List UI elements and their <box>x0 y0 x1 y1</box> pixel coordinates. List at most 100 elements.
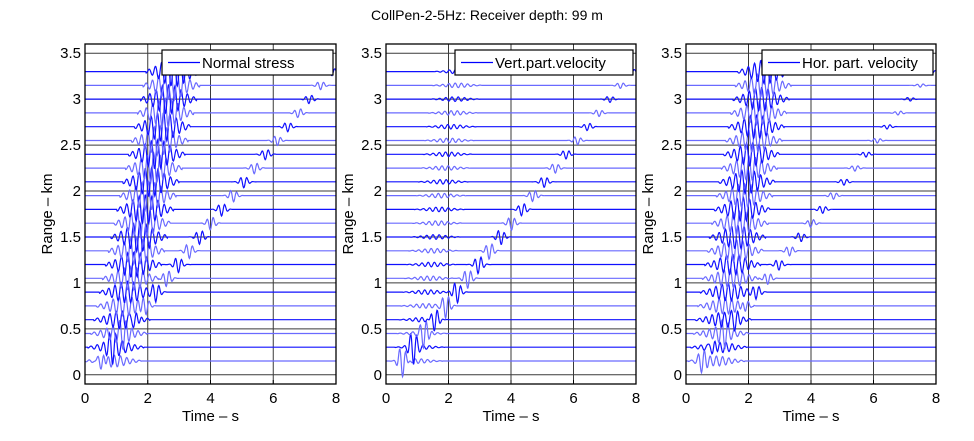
x-tick-label: 0 <box>682 390 690 407</box>
x-tick-labels: 0 2 4 6 8 <box>682 380 940 407</box>
y-tick-label: 1.5 <box>361 229 382 246</box>
y-tick-label: 3 <box>674 91 682 108</box>
trace-line <box>686 223 936 251</box>
legend-label: Vert.part.velocity <box>495 55 606 72</box>
trace-line <box>386 332 636 365</box>
trace-line <box>85 354 336 370</box>
traces <box>686 57 936 375</box>
panel-normal-stress: 0 2 4 6 8 0 0.5 1 1.5 2 2.5 3 3.5 Time – s Range – km N… <box>39 43 340 425</box>
trace-line <box>85 206 336 240</box>
trace-line <box>85 165 336 199</box>
trace-line <box>686 99 936 127</box>
y-tick-label: 0 <box>374 367 382 384</box>
trace-line <box>686 267 936 290</box>
trace-line <box>386 282 636 305</box>
trace-line <box>85 330 336 365</box>
trace-line <box>386 320 636 350</box>
trace-line <box>686 196 936 223</box>
y-axis-label: Range – km <box>39 174 56 255</box>
y-tick-labels: 0 0.5 1 1.5 2 2.5 3 3.5 <box>361 45 382 384</box>
trace-line <box>386 295 636 320</box>
x-tick-label: 8 <box>932 390 940 407</box>
y-tick-labels: 0 0.5 1 1.5 2 2.5 3 3.5 <box>60 45 81 384</box>
trace-line <box>686 154 936 182</box>
legend: Normal stress <box>161 49 334 76</box>
y-tick-label: 0.5 <box>661 321 682 338</box>
trace-line <box>386 242 636 261</box>
trace-line <box>85 97 336 130</box>
trace-line <box>85 69 336 102</box>
x-tick-label: 4 <box>807 390 815 407</box>
trace-line <box>386 309 636 332</box>
trace-line <box>85 151 336 185</box>
trace-line <box>686 349 936 375</box>
y-tick-label: 3.5 <box>361 45 382 62</box>
x-tick-labels: 0 2 4 6 8 <box>81 380 340 407</box>
x-tick-label: 4 <box>206 390 214 407</box>
y-tick-label: 1 <box>674 275 682 292</box>
x-tick-label: 2 <box>144 390 152 407</box>
panel-horizontal-particle-velocity: 0 2 4 6 8 0 0.5 1 1.5 2 2.5 3 3.5 Time – s Range – km H… <box>640 43 940 425</box>
trace-line <box>85 235 336 267</box>
trace-line <box>386 95 636 104</box>
trace-line <box>686 72 936 99</box>
trace-line <box>386 348 636 379</box>
y-tick-label: 0 <box>674 367 682 384</box>
trace-line <box>686 127 936 154</box>
trace-line <box>85 179 336 213</box>
trace-line <box>386 82 636 90</box>
y-tick-label: 3 <box>374 91 382 108</box>
y-tick-label: 2.5 <box>60 137 81 154</box>
trace-line <box>85 83 336 116</box>
x-tick-label: 4 <box>507 390 515 407</box>
legend: Hor. part. velocity <box>761 49 934 76</box>
trace-line <box>686 318 936 350</box>
trace-line <box>386 229 636 245</box>
x-tick-label: 2 <box>444 390 452 407</box>
trace-line <box>686 182 936 209</box>
trace-line <box>386 255 636 276</box>
trace-line <box>386 217 636 232</box>
y-tick-label: 0.5 <box>361 321 382 338</box>
y-tick-label: 2 <box>374 183 382 200</box>
legend: Vert.part.velocity <box>454 49 634 76</box>
x-axis-label: Time – s <box>182 408 239 425</box>
trace-line <box>386 203 636 217</box>
y-tick-label: 0 <box>73 367 81 384</box>
trace-line <box>686 296 936 316</box>
legend-label: Hor. part. velocity <box>802 55 918 72</box>
y-tick-labels: 0 0.5 1 1.5 2 2.5 3 3.5 <box>661 45 682 384</box>
x-tick-labels: 0 2 4 6 8 <box>382 380 640 407</box>
trace-line <box>686 86 936 113</box>
trace-line <box>85 124 336 158</box>
trace-line <box>85 264 336 292</box>
y-tick-label: 2.5 <box>361 137 382 154</box>
y-tick-label: 0.5 <box>60 321 81 338</box>
trace-line <box>686 340 936 355</box>
trace-line <box>386 150 636 160</box>
x-tick-label: 8 <box>632 390 640 407</box>
trace-line <box>686 209 936 237</box>
trace-line <box>686 309 936 332</box>
trace-line <box>386 189 636 203</box>
trace-line <box>686 141 936 168</box>
y-tick-label: 3.5 <box>60 45 81 62</box>
y-tick-label: 2 <box>674 183 682 200</box>
y-tick-label: 1.5 <box>661 229 682 246</box>
trace-line <box>386 270 636 289</box>
traces <box>85 55 336 370</box>
x-tick-label: 6 <box>269 390 277 407</box>
y-tick-label: 1 <box>374 275 382 292</box>
trace-line <box>85 194 336 226</box>
y-axis-label: Range – km <box>340 174 357 255</box>
y-tick-label: 3.5 <box>661 45 682 62</box>
trace-line <box>386 109 636 118</box>
x-tick-label: 6 <box>569 390 577 407</box>
trace-line <box>85 137 336 171</box>
trace-line <box>386 122 636 132</box>
x-axis-label: Time – s <box>783 408 840 425</box>
trace-line <box>85 110 336 143</box>
legend-label: Normal stress <box>202 55 295 72</box>
x-tick-label: 6 <box>869 390 877 407</box>
